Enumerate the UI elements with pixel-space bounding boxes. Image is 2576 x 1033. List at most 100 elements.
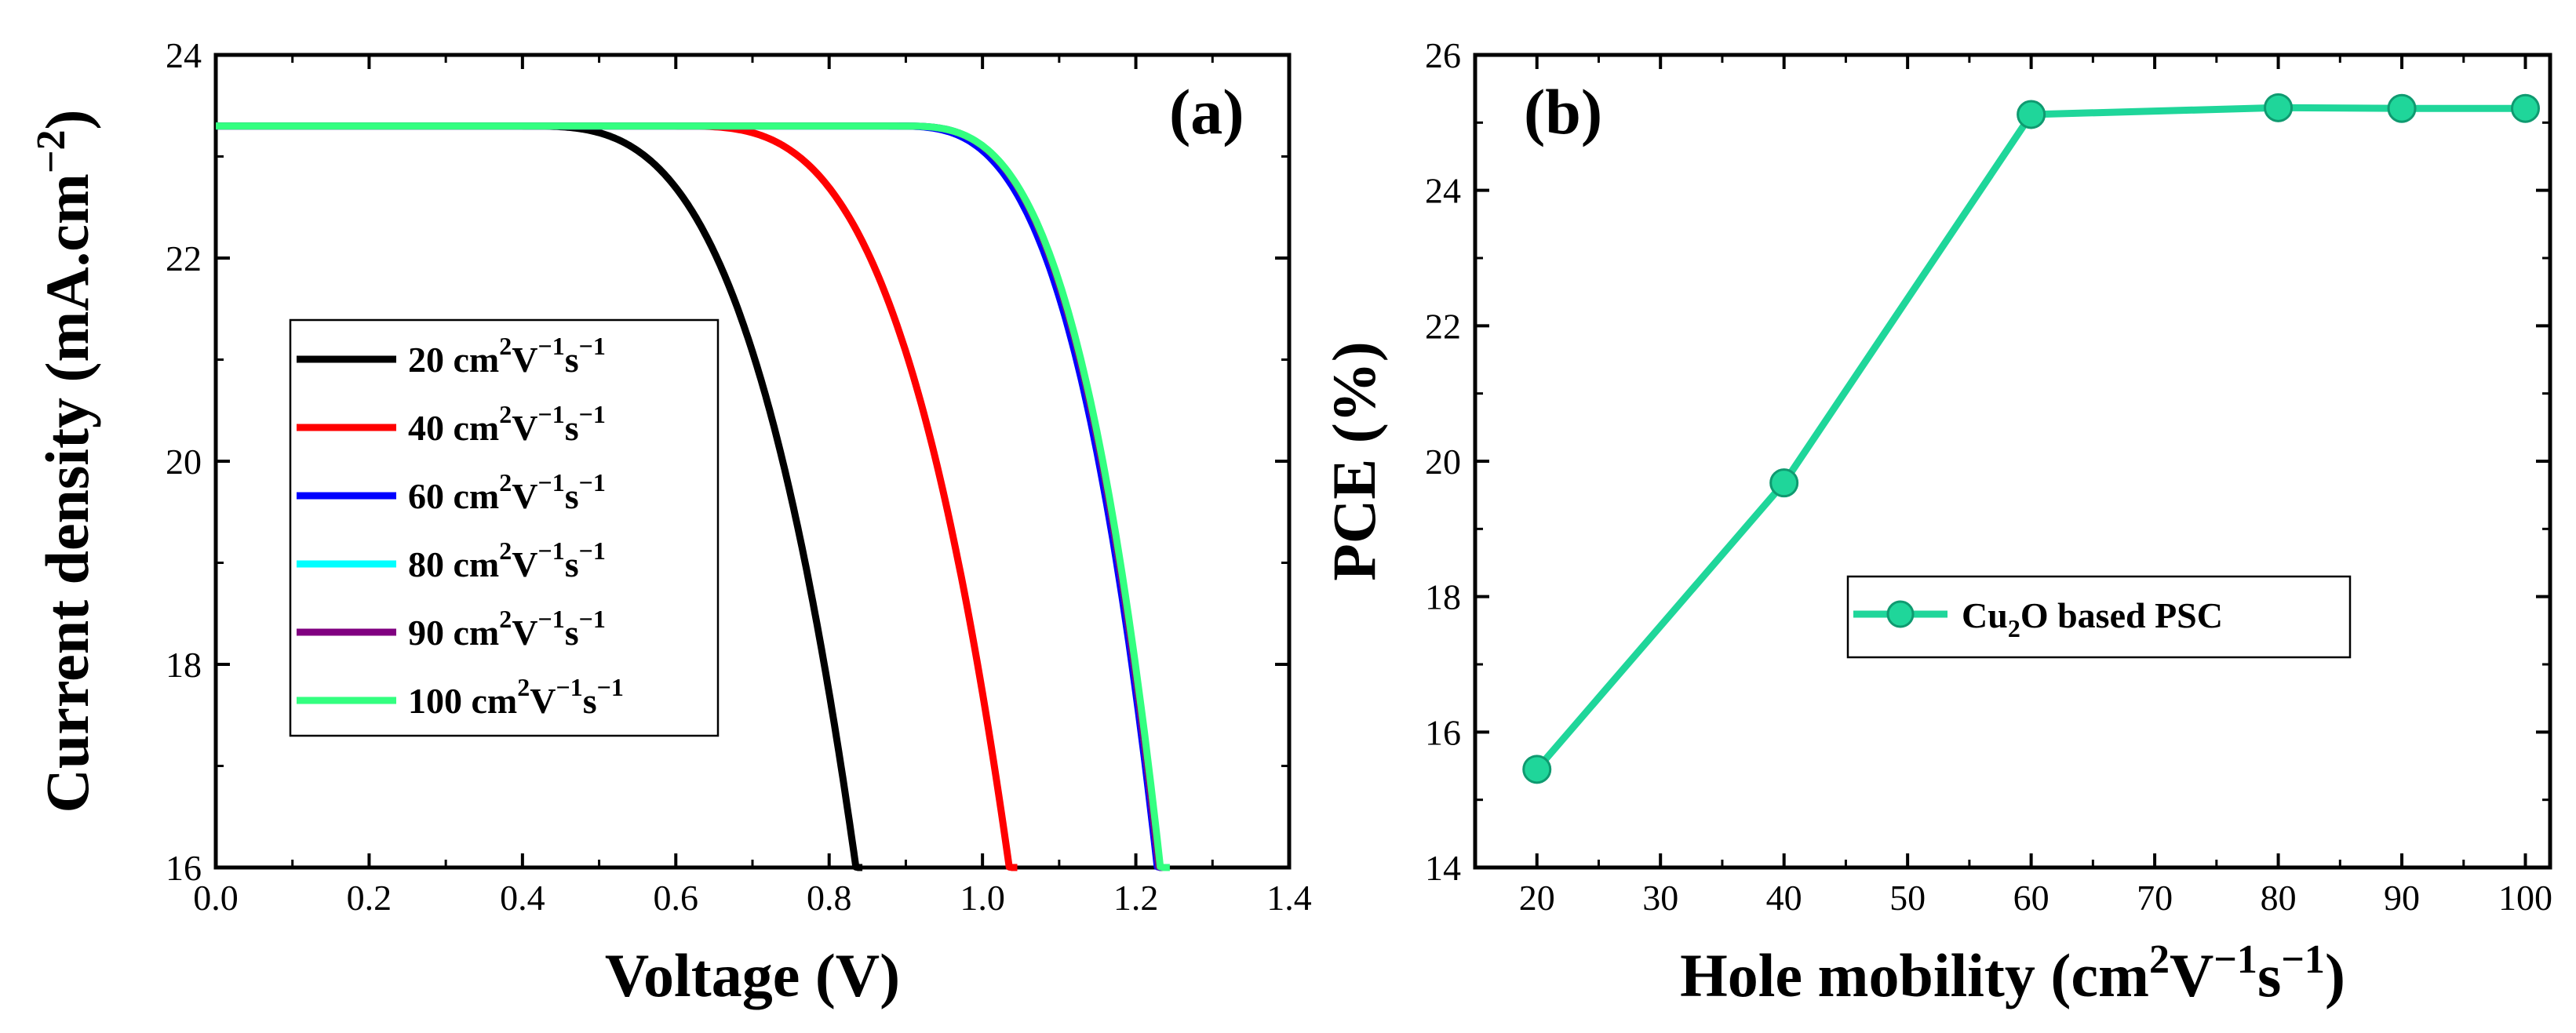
panel-b-xlabel-s: s bbox=[2257, 941, 2281, 1009]
panel-a-ylabel: Current density (mA.cm−2) bbox=[29, 110, 101, 813]
panel-a-xtick-label-6: 1.2 bbox=[1113, 878, 1159, 918]
panel-a-legend-label-100: 100 cm2V−1s−1 bbox=[408, 673, 624, 721]
panel-a-legend-items: 20 cm2V−1s−140 cm2V−1s−160 cm2V−1s−180 c… bbox=[297, 332, 624, 721]
panel-b-curve bbox=[1522, 93, 2541, 784]
panel-b-xtick-label-8: 100 bbox=[2498, 878, 2552, 918]
panel-a-ytick-label-2: 20 bbox=[166, 442, 202, 482]
panel-a-xtick-label-0: 0.0 bbox=[193, 878, 239, 918]
panel-a-legend-label-100-sup-2: 2 bbox=[517, 673, 530, 701]
panel-a-legend-label-80-s: s bbox=[565, 544, 579, 584]
panel-b-xtick-label-3: 50 bbox=[1889, 878, 1926, 918]
panel-a-legend-label-60-sup-2: 2 bbox=[499, 468, 512, 496]
panel-a-legend-label-40-s: s bbox=[565, 408, 579, 448]
panel-b-point-80 bbox=[2264, 93, 2294, 122]
panel-a-legend: 20 cm2V−1s−140 cm2V−1s−160 cm2V−1s−180 c… bbox=[289, 318, 720, 737]
panel-b-xtick-label-4: 60 bbox=[2013, 878, 2050, 918]
panel-a-legend-label-80: 80 cm2V−1s−1 bbox=[408, 537, 606, 584]
panel-a-legend-label-20-sup-m1b: −1 bbox=[579, 332, 606, 360]
panel-a-legend-label-20-s: s bbox=[565, 340, 579, 380]
panel-a-legend-label-90-sup-2: 2 bbox=[499, 605, 512, 633]
panel-a-xtick-label-2: 0.4 bbox=[500, 878, 545, 918]
panel-a-legend-label-80-sup-2: 2 bbox=[499, 537, 512, 565]
panel-a-legend-label-40-value: 40 cm bbox=[408, 408, 499, 448]
panel-a-legend-label-60-value: 60 cm bbox=[408, 476, 499, 516]
panel-a-legend-label-100-value: 100 cm bbox=[408, 681, 517, 721]
panel-b-ytick-label-4: 22 bbox=[1425, 306, 1461, 346]
panel-a-legend-label-40-sup-m1a: −1 bbox=[537, 400, 564, 428]
panel-a-legend-label-20: 20 cm2V−1s−1 bbox=[408, 332, 606, 380]
panel-a-xtick-label-1: 0.2 bbox=[347, 878, 392, 918]
panel-a-legend-label-100-sup-m1a: −1 bbox=[556, 673, 582, 701]
panel-a-legend-label-90-s: s bbox=[565, 613, 579, 653]
panel-a-legend-label-100-sup-m1b: −1 bbox=[597, 673, 624, 701]
panel-a-xlabel: Voltage (V) bbox=[605, 941, 900, 1009]
panel-a-legend-box bbox=[289, 318, 720, 737]
panel-a-xtick-label-5: 1.0 bbox=[960, 878, 1005, 918]
panel-a-legend-label-90-sup-m1b: −1 bbox=[579, 605, 606, 633]
panel-b-ytick-label-5: 24 bbox=[1425, 171, 1461, 211]
panel-a-legend-label-80-sup-m1b: −1 bbox=[579, 537, 606, 565]
panel-a-ylabel-main: Current density (mA.cm bbox=[33, 173, 101, 813]
panel-a-xtick-label-7: 1.4 bbox=[1266, 878, 1312, 918]
panel-b-line bbox=[1534, 104, 2526, 772]
panel-a-legend-label-20-v: V bbox=[512, 340, 537, 380]
panel-a-legend-label-60-s: s bbox=[565, 476, 579, 516]
panel-a-legend-label-100-s: s bbox=[583, 681, 597, 721]
panel-a-legend-label-40-sup-2: 2 bbox=[499, 400, 512, 428]
panel-a-legend-label-90-v: V bbox=[512, 613, 537, 653]
panel-b-xtick-label-1: 30 bbox=[1642, 878, 1678, 918]
panel-b-xtick-label-7: 90 bbox=[2384, 878, 2420, 918]
panel-b-point-100 bbox=[2511, 93, 2541, 123]
panel-b-xlabel-sup-2: 2 bbox=[2149, 937, 2170, 982]
panel-a-legend-label-60-v: V bbox=[512, 476, 537, 516]
panel-b-legend: Cu2O based PSC bbox=[1846, 575, 2352, 659]
panel-a-legend-label-20-sup-m1a: −1 bbox=[537, 332, 564, 360]
panel-a-legend-label-80-value: 80 cm bbox=[408, 544, 499, 584]
panel-a-legend-label-80-sup-m1a: −1 bbox=[537, 537, 564, 565]
panel-a-ylabel-sup: −2 bbox=[29, 130, 74, 174]
panel-a-ytick-label-4: 24 bbox=[166, 35, 202, 75]
panel-b-xtick-label-6: 80 bbox=[2261, 878, 2297, 918]
panel-a-legend-label-60-sup-m1b: −1 bbox=[579, 468, 606, 496]
panel-a-legend-label-90-sup-m1a: −1 bbox=[537, 605, 564, 633]
panel-b-legend-marker bbox=[1886, 600, 1915, 628]
panel-a-legend-label-80-v: V bbox=[512, 544, 537, 584]
panel-b-frame bbox=[1473, 53, 2552, 870]
panel-a-legend-label-20-sup-2: 2 bbox=[499, 332, 512, 360]
panel-b-point-60 bbox=[2017, 100, 2046, 129]
panel-b-xlabel: Hole mobility (cm2V−1s−1) bbox=[1680, 937, 2345, 1009]
panel-b-ytick-label-3: 20 bbox=[1425, 442, 1461, 482]
panel-a-ytick-label-1: 18 bbox=[166, 645, 202, 685]
panel-a-legend-label-100-v: V bbox=[530, 681, 556, 721]
panel-a-legend-label-90-value: 90 cm bbox=[408, 613, 499, 653]
panel-a-legend-label-40-sup-m1b: −1 bbox=[579, 400, 606, 428]
panel-a-legend-label-60-sup-m1a: −1 bbox=[537, 468, 564, 496]
panel-a-legend-label-90: 90 cm2V−1s−1 bbox=[408, 605, 606, 653]
panel-b-ytick-label-2: 18 bbox=[1425, 577, 1461, 617]
panel-b-legend-label-sub: 2 bbox=[2008, 614, 2020, 642]
panel-b-legend-label-pre: Cu bbox=[1962, 595, 2008, 635]
panel-b-ylabel: PCE (%) bbox=[1320, 341, 1388, 580]
panel-b-legend-label-post: O based PSC bbox=[2020, 595, 2223, 635]
panel-a-curves bbox=[214, 122, 1171, 871]
panel-b-ticks: 20 30 40 50 60 70 80 90 100 14 16 18 20 22 24 26 bbox=[1425, 35, 2552, 918]
panel-a-legend-label-60: 60 cm2V−1s−1 bbox=[408, 468, 606, 516]
panel-a-legend-label-40-v: V bbox=[512, 408, 537, 448]
panel-a-legend-label-20-value: 20 cm bbox=[408, 340, 499, 380]
panel-b-xtick-label-2: 40 bbox=[1766, 878, 1802, 918]
panel-b-ytick-label-1: 16 bbox=[1425, 712, 1461, 752]
panel-a-xtick-label-3: 0.6 bbox=[654, 878, 699, 918]
panel-b-xlabel-sup-m1b: −1 bbox=[2281, 937, 2325, 982]
panel-a-ytick-label-0: 16 bbox=[166, 848, 202, 888]
panel-a-curve-100 bbox=[215, 122, 1171, 871]
panel-b-point-90 bbox=[2387, 93, 2417, 123]
panel-b-legend-label: Cu2O based PSC bbox=[1962, 595, 2223, 642]
panel-b-xlabel-close: ) bbox=[2325, 941, 2345, 1009]
panel-b-xtick-label-0: 20 bbox=[1519, 878, 1555, 918]
panel-a-label: (a) bbox=[1169, 76, 1244, 147]
panel-a-ytick-label-3: 22 bbox=[166, 238, 202, 278]
